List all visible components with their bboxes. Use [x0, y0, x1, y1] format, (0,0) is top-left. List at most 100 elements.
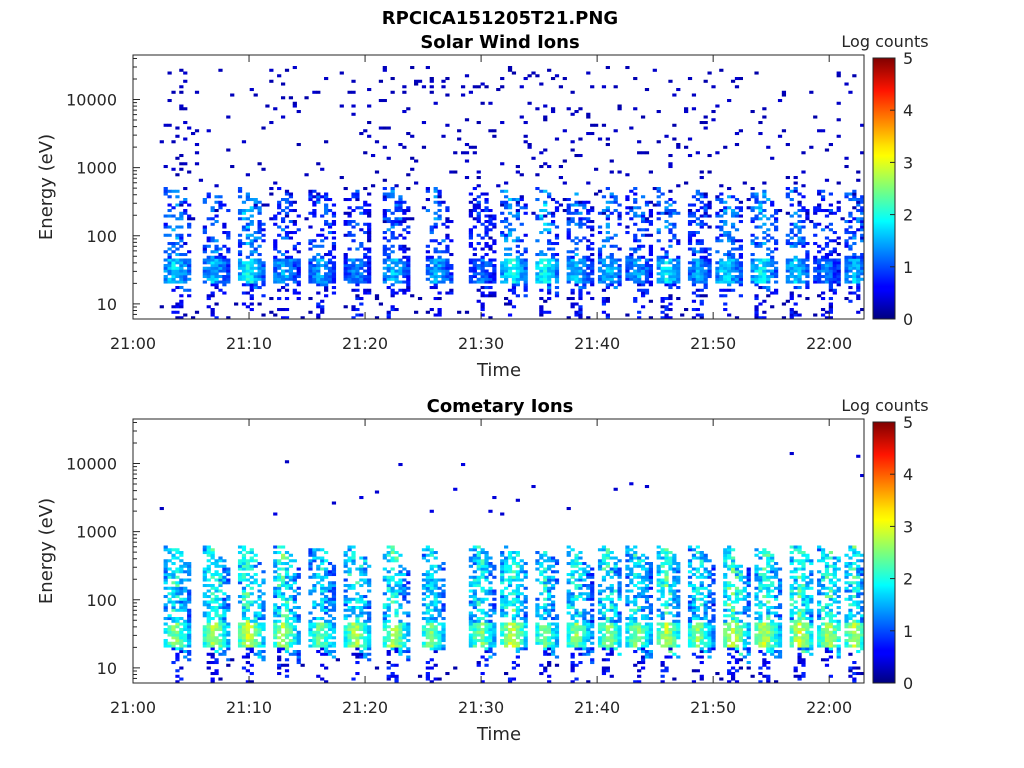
spectrogram-cell	[312, 211, 317, 215]
spectrogram-cell	[163, 545, 168, 549]
spectrogram-cell	[316, 192, 321, 196]
spectrogram-cell	[249, 277, 254, 281]
spectrogram-cell	[249, 551, 254, 555]
spectrogram-cell	[468, 622, 474, 626]
spectrogram-cell	[543, 551, 548, 555]
spectrogram-cell	[421, 584, 427, 588]
spectrogram-cell	[398, 592, 403, 596]
spectrogram-cell	[210, 264, 215, 268]
spectrogram-cell	[183, 628, 188, 632]
spectrogram-cell	[515, 264, 520, 268]
spectrogram-cell	[519, 277, 524, 281]
spectrogram-cell	[183, 564, 188, 568]
spectrogram-cell	[218, 641, 223, 645]
spectrogram-cell	[594, 192, 599, 196]
spectrogram-cell	[367, 209, 372, 213]
spectrogram-cell	[394, 595, 399, 599]
spectrogram-cell	[402, 586, 407, 590]
spectrogram-cell	[304, 217, 309, 221]
spectrogram-cell	[367, 236, 372, 240]
spectrogram-cell	[241, 545, 247, 549]
spectrogram-cell	[547, 275, 552, 279]
spectrogram-cell	[316, 291, 321, 295]
spectrogram-cell	[609, 192, 614, 196]
spectrogram-cell	[727, 233, 732, 237]
spectrogram-cell	[406, 264, 411, 268]
spectrogram-cell	[206, 277, 211, 281]
spectrogram-cell	[539, 614, 544, 618]
spectrogram-cell	[187, 622, 192, 626]
spectrogram-cell	[202, 592, 207, 596]
spectrogram-cell	[363, 644, 368, 648]
spectrogram-cell	[699, 316, 704, 319]
spectrogram-cell	[687, 242, 693, 246]
spectrogram-cell	[359, 275, 364, 279]
spectrogram-cell	[398, 280, 403, 284]
spectrogram-cell	[374, 140, 380, 144]
spectrogram-cell	[480, 264, 485, 268]
spectrogram-cell	[550, 575, 556, 579]
spectrogram-cell	[206, 129, 211, 133]
spectrogram-cell	[331, 581, 337, 585]
spectrogram-cell	[605, 277, 610, 281]
spectrogram-cell	[656, 203, 661, 207]
spectrogram-cell	[605, 266, 610, 270]
spectrogram-cell	[343, 595, 348, 599]
spectrogram-cell	[566, 250, 571, 254]
spectrogram-cell	[347, 275, 352, 279]
spectrogram-cell	[261, 592, 266, 596]
spectrogram-cell	[284, 617, 290, 621]
spectrogram-cell	[218, 597, 223, 601]
spectrogram-cell	[668, 189, 673, 193]
spectrogram-cell	[547, 578, 552, 582]
spectrogram-cell	[249, 258, 254, 262]
spectrogram-cell	[288, 553, 294, 557]
spectrogram-cell	[848, 192, 853, 196]
spectrogram-cell	[554, 242, 560, 246]
spectrogram-cell	[280, 575, 286, 579]
spectrogram-cell	[245, 669, 250, 673]
spectrogram-cell	[547, 269, 552, 273]
spectrogram-cell	[398, 564, 403, 568]
spectrogram-cell	[222, 600, 227, 604]
spectrogram-cell	[183, 600, 188, 604]
spectrogram-cell	[218, 619, 223, 623]
spectrogram-cell	[441, 617, 446, 621]
spectrogram-cell	[664, 253, 669, 257]
spectrogram-cell	[801, 261, 806, 265]
spectrogram-cell	[245, 655, 250, 659]
spectrogram-cell	[324, 575, 329, 579]
spectrogram-cell	[273, 611, 278, 615]
spectrogram-cell	[734, 275, 740, 279]
spectrogram-cell	[363, 595, 368, 599]
spectrogram-cell	[280, 261, 286, 265]
spectrogram-cell	[515, 663, 520, 667]
spectrogram-cell	[801, 225, 806, 229]
spectrogram-cell	[359, 611, 364, 615]
spectrogram-cell	[836, 280, 841, 284]
spectrogram-cell	[312, 575, 317, 579]
spectrogram-cell	[535, 559, 540, 563]
spectrogram-cell	[605, 214, 610, 218]
spectrogram-cell	[288, 652, 294, 656]
spectrogram-cell	[284, 556, 290, 560]
spectrogram-cell	[578, 269, 583, 273]
spectrogram-cell	[609, 275, 614, 279]
spectrogram-cell	[347, 247, 352, 251]
spectrogram-cell	[504, 200, 509, 204]
spectrogram-cell	[762, 115, 767, 119]
spectrogram-cell	[500, 275, 505, 279]
spectrogram-cell	[511, 71, 517, 75]
spectrogram-cell	[226, 595, 231, 599]
spectrogram-cell	[582, 258, 587, 262]
spectrogram-cell	[511, 562, 517, 566]
spectrogram-cell	[237, 275, 243, 279]
spectrogram-cell	[402, 611, 407, 615]
spectrogram-cell	[691, 107, 697, 111]
spectrogram-cell	[723, 261, 728, 265]
spectrogram-cell	[441, 280, 446, 284]
spectrogram-cell	[852, 266, 857, 270]
spectrogram-cell	[582, 280, 587, 284]
spectrogram-cell	[324, 209, 329, 213]
spectrogram-cell	[171, 553, 176, 557]
